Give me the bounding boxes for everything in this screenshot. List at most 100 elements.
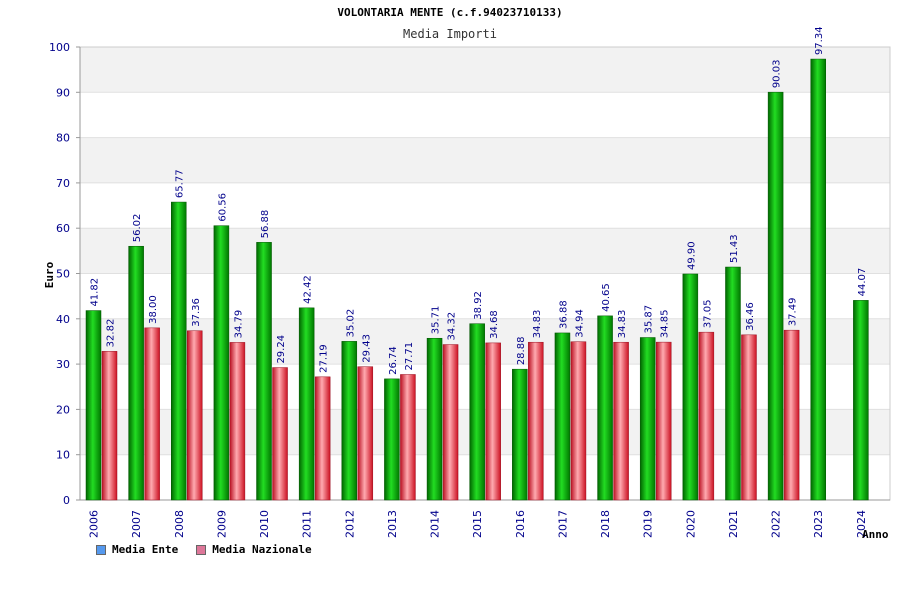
bar-nazionale-2017 [570, 341, 587, 501]
x-tick-label: 2022 [770, 510, 783, 538]
bar-ente-2011 [298, 307, 315, 501]
x-tick-label: 2016 [514, 510, 527, 538]
data-label-nazionale-2019: 34.85 [660, 309, 671, 338]
x-tick-label: 2013 [386, 510, 399, 538]
y-axis-label: Euro [43, 261, 56, 288]
data-label-ente-2018: 40.65 [601, 283, 612, 312]
bar-nazionale-2022 [783, 329, 800, 501]
y-tick-label: 40 [56, 313, 70, 326]
bar-nazionale-2019 [655, 341, 672, 501]
data-label-nazionale-2010: 29.24 [276, 335, 287, 364]
bar-ente-2006 [85, 310, 102, 501]
x-tick-label: 2024 [855, 510, 868, 538]
chart-subtitle: Media Importi [403, 27, 497, 41]
data-label-ente-2009: 60.56 [217, 193, 228, 222]
data-label-ente-2010: 56.88 [260, 210, 271, 239]
y-tick-label: 50 [56, 268, 70, 281]
data-label-nazionale-2011: 27.19 [319, 344, 330, 373]
data-label-ente-2012: 35.02 [345, 309, 356, 338]
bar-nazionale-2013 [400, 374, 416, 501]
bar-nazionale-2020 [698, 331, 715, 501]
y-tick-label: 100 [49, 41, 70, 54]
data-label-ente-2017: 36.88 [558, 300, 569, 329]
x-tick-label: 2009 [215, 510, 228, 538]
bar-ente-2024 [853, 300, 869, 501]
data-label-ente-2020: 49.90 [686, 241, 697, 270]
grid-band [80, 47, 890, 93]
bar-ente-2013 [384, 378, 400, 501]
bar-nazionale-2018 [613, 341, 629, 501]
data-label-ente-2008: 65.77 [175, 169, 186, 198]
data-label-ente-2016: 28.88 [516, 337, 527, 366]
legend-label-ente: Media Ente [112, 543, 179, 556]
y-tick-label: 90 [56, 86, 70, 99]
data-label-nazionale-2006: 32.82 [106, 319, 117, 348]
bar-ente-2014 [426, 337, 443, 501]
legend-swatch-nazionale [196, 544, 207, 555]
data-label-ente-2013: 26.74 [388, 346, 399, 375]
bar-ente-2022 [767, 91, 784, 501]
bar-ente-2007 [128, 245, 144, 501]
bar-ente-2015 [469, 323, 485, 501]
data-label-nazionale-2013: 27.71 [404, 342, 415, 371]
x-tick-label: 2018 [599, 510, 612, 538]
legend-item-nazionale: Media Nazionale [196, 543, 312, 556]
bar-ente-2023 [810, 58, 826, 501]
bar-nazionale-2014 [442, 344, 459, 501]
data-label-nazionale-2014: 34.32 [447, 312, 458, 341]
data-label-ente-2023: 97.34 [814, 26, 825, 55]
x-tick-label: 2017 [556, 510, 569, 538]
grid-band [80, 182, 890, 229]
bar-ente-2019 [639, 337, 656, 501]
x-tick-label: 2010 [258, 510, 271, 538]
x-tick-label: 2012 [343, 510, 356, 538]
grid-band [80, 137, 890, 183]
bar-ente-2010 [256, 242, 272, 501]
x-tick-label: 2011 [301, 510, 314, 538]
x-tick-label: 2019 [642, 510, 655, 538]
x-tick-label: 2021 [727, 510, 740, 538]
bar-nazionale-2011 [314, 376, 331, 501]
bar-ente-2016 [512, 368, 528, 501]
data-label-nazionale-2016: 34.83 [532, 310, 543, 339]
bar-nazionale-2021 [741, 334, 757, 501]
grid-band [80, 92, 890, 138]
legend-label-nazionale: Media Nazionale [212, 543, 312, 556]
data-label-nazionale-2008: 37.36 [191, 298, 202, 327]
data-label-nazionale-2009: 34.79 [233, 310, 244, 339]
bar-nazionale-2008 [187, 330, 203, 501]
y-tick-label: 80 [56, 132, 70, 145]
chart-title: VOLONTARIA MENTE (c.f.94023710133) [337, 6, 562, 19]
x-tick-label: 2023 [812, 510, 825, 538]
bar-nazionale-2016 [528, 341, 544, 501]
data-label-ente-2006: 41.82 [90, 278, 101, 307]
x-tick-label: 2015 [471, 510, 484, 538]
data-label-ente-2021: 51.43 [729, 234, 740, 263]
bars: 41.82 32.82 56.02 38.00 65.77 37.36 60.56 34.79… [85, 26, 869, 501]
data-label-nazionale-2020: 37.05 [702, 300, 713, 329]
bar-ente-2021 [725, 266, 741, 501]
data-label-ente-2007: 56.02 [132, 214, 143, 243]
x-tick-label: 2020 [684, 510, 697, 538]
x-axis-label: Anno [862, 528, 889, 541]
y-tick-label: 10 [56, 449, 70, 462]
bar-ente-2012 [341, 341, 358, 501]
bar-nazionale-2009 [229, 342, 246, 501]
data-label-ente-2019: 35.87 [644, 305, 655, 334]
data-label-ente-2024: 44.07 [857, 268, 868, 297]
bar-nazionale-2012 [357, 366, 374, 501]
y-tick-label: 20 [56, 403, 70, 416]
legend-swatch-ente [96, 544, 106, 555]
legend-item-ente: Media Ente [96, 543, 178, 556]
bar-ente-2018 [597, 315, 613, 501]
bar-nazionale-2015 [485, 342, 501, 501]
data-label-ente-2011: 42.42 [303, 275, 314, 304]
x-tick-label: 2006 [88, 510, 101, 538]
data-label-nazionale-2015: 34.68 [489, 310, 500, 339]
data-label-nazionale-2012: 29.43 [361, 334, 372, 363]
data-label-ente-2014: 35.71 [431, 306, 442, 335]
bar-nazionale-2006 [101, 351, 118, 501]
data-label-nazionale-2022: 37.49 [788, 298, 799, 327]
x-ticks: 2006 2007 2008 2009 2010 2011 2012 2013 2014 2015… [88, 510, 868, 538]
bar-ente-2009 [213, 225, 230, 501]
